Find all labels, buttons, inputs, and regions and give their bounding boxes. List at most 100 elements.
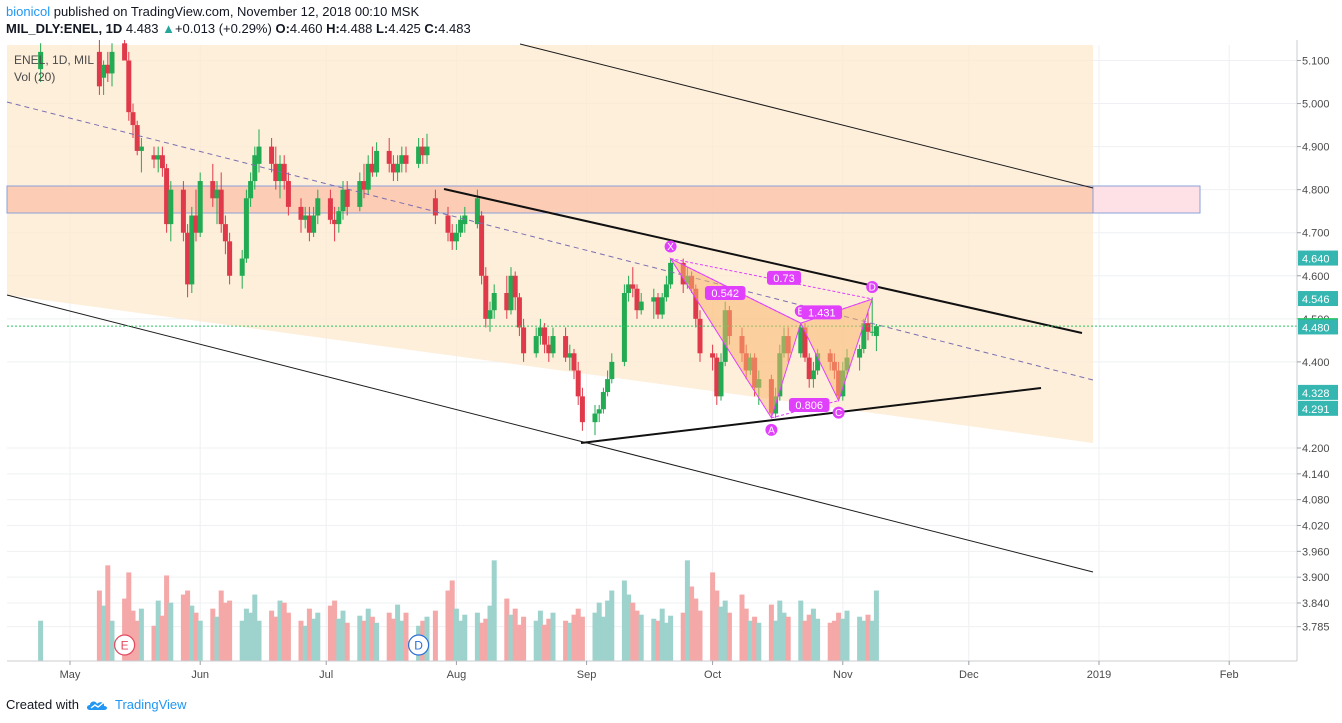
harmonic-ratio-label: 0.806 bbox=[795, 400, 823, 412]
price-change: +0.013 (+0.29%) bbox=[174, 21, 272, 36]
candle-body bbox=[512, 275, 518, 298]
tradingview-brand-link[interactable]: TradingView bbox=[114, 697, 187, 712]
candle-body bbox=[252, 155, 258, 182]
harmonic-ratio-badge bbox=[801, 305, 843, 320]
candle-body bbox=[365, 163, 371, 190]
price-tick-label: 3.960 bbox=[1302, 546, 1330, 558]
volume-bar bbox=[747, 620, 753, 661]
volume-bar bbox=[546, 618, 552, 661]
candle-body bbox=[516, 297, 522, 328]
time-tick-label: Jun bbox=[191, 669, 209, 681]
candle-body bbox=[575, 370, 581, 397]
price-tick-label: 5.100 bbox=[1302, 56, 1330, 68]
price-badge-label: 4.546 bbox=[1302, 294, 1330, 306]
volume-bar bbox=[626, 594, 632, 661]
candle-body bbox=[487, 310, 493, 319]
volume-bar bbox=[227, 600, 233, 661]
volume-bar bbox=[600, 616, 606, 661]
volume-bar bbox=[222, 602, 228, 661]
volume-bar bbox=[369, 616, 375, 661]
candle-body bbox=[663, 284, 669, 298]
candle-body bbox=[479, 215, 485, 276]
volume-bar bbox=[537, 610, 543, 661]
volume-bar bbox=[38, 620, 44, 661]
up-arrow-icon: ▲ bbox=[162, 21, 175, 36]
time-tick-label: 2019 bbox=[1087, 669, 1111, 681]
candle-body bbox=[416, 146, 422, 164]
volume-bar bbox=[101, 605, 107, 661]
time-tick-label: Sep bbox=[577, 669, 597, 681]
volume-bar bbox=[697, 610, 703, 661]
volume-bar bbox=[571, 614, 577, 661]
volume-bar bbox=[718, 606, 724, 661]
volume-bar bbox=[840, 618, 846, 661]
candle-body bbox=[357, 181, 363, 207]
volume-bar bbox=[252, 594, 258, 661]
candle-body bbox=[155, 155, 161, 160]
volume-bar bbox=[651, 618, 657, 661]
candle-body bbox=[105, 64, 111, 74]
volume-bar bbox=[684, 560, 690, 661]
candle-body bbox=[621, 293, 627, 362]
time-tick-label: Oct bbox=[704, 669, 721, 681]
volume-bar bbox=[710, 572, 716, 661]
candle-body bbox=[340, 189, 346, 212]
volume-bar bbox=[512, 608, 518, 661]
volume-bar bbox=[357, 615, 363, 661]
volume-bar bbox=[239, 620, 245, 661]
volume-bar bbox=[726, 612, 732, 661]
candle-body bbox=[596, 409, 602, 414]
volume-bar bbox=[159, 615, 165, 661]
candle-body bbox=[571, 353, 577, 371]
candle-body bbox=[710, 353, 716, 358]
candle-body bbox=[697, 318, 703, 354]
price-tick-label: 4.140 bbox=[1302, 469, 1330, 481]
volume-bar bbox=[134, 620, 140, 661]
chart-area[interactable]: X A B C D 0.542 0.73 1.431 0.806 E D 5.100 5.000 4.9… bbox=[0, 34, 1342, 685]
volume-bar bbox=[634, 610, 640, 661]
candle-body bbox=[567, 353, 573, 358]
volume-bar bbox=[327, 605, 333, 661]
volume-bar bbox=[752, 616, 758, 661]
candle-body bbox=[159, 155, 165, 169]
candle-body bbox=[386, 150, 392, 164]
price-badge bbox=[1298, 291, 1338, 307]
volume-bar bbox=[432, 610, 438, 661]
volume-bar bbox=[122, 598, 128, 661]
harmonic-point-marker bbox=[765, 423, 778, 436]
volume-bar bbox=[487, 605, 493, 661]
volume-bar bbox=[269, 610, 275, 661]
published-text: published on TradingView.com, November 1… bbox=[53, 4, 420, 19]
volume-bar bbox=[743, 608, 749, 661]
volume-bar bbox=[218, 590, 224, 661]
volume-bar bbox=[810, 608, 816, 661]
volume-bar bbox=[630, 602, 636, 661]
author-link[interactable]: bionicol bbox=[6, 4, 51, 19]
candle-body bbox=[714, 357, 720, 397]
volume-bar bbox=[189, 605, 195, 661]
volume-bar bbox=[395, 604, 401, 661]
candle-body bbox=[806, 357, 812, 380]
candle-body bbox=[96, 51, 102, 87]
candle-body bbox=[861, 323, 867, 349]
volume-bar bbox=[311, 618, 317, 661]
volume-bar bbox=[550, 612, 556, 661]
price-badge-label: 4.291 bbox=[1302, 404, 1330, 416]
candle-body bbox=[869, 331, 875, 333]
candle-body bbox=[798, 327, 804, 354]
volume-bar bbox=[105, 565, 111, 661]
open-value: 4.460 bbox=[289, 21, 323, 36]
volume-bar bbox=[453, 608, 459, 661]
candle-body bbox=[403, 155, 409, 164]
price-tick-label: 4.080 bbox=[1302, 495, 1330, 507]
candle-body bbox=[424, 146, 430, 156]
candle-body bbox=[218, 189, 224, 225]
candle-body bbox=[432, 198, 438, 216]
candle-body bbox=[134, 125, 140, 151]
event-marker-label: D bbox=[414, 639, 423, 653]
event-marker bbox=[408, 634, 430, 656]
candle-body bbox=[395, 163, 401, 173]
volume-bar bbox=[873, 590, 879, 661]
time-tick-label: Jul bbox=[319, 669, 333, 681]
candlestick-chart[interactable]: X A B C D 0.542 0.73 1.431 0.806 E D 5.100 5.000 4.9… bbox=[0, 34, 1342, 685]
